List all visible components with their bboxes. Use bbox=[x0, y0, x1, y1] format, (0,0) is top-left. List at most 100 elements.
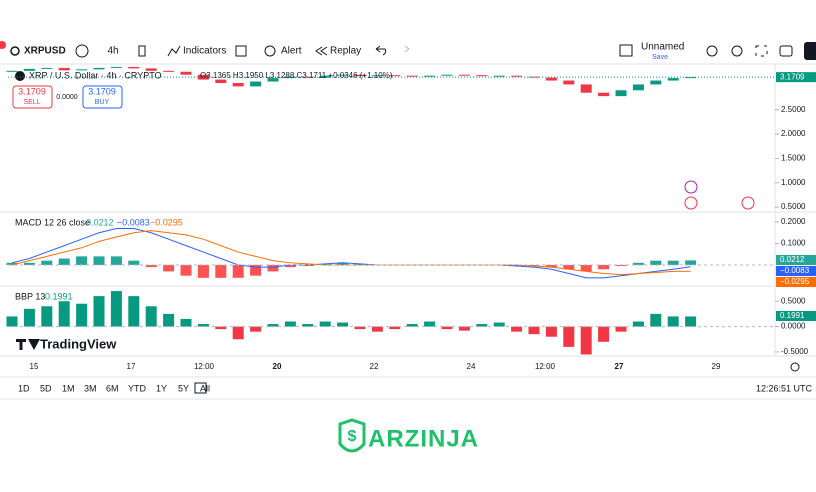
macd-axis-label-box bbox=[776, 255, 816, 265]
histogram-bar bbox=[354, 263, 366, 265]
histogram-bar bbox=[58, 301, 70, 327]
histogram-bar bbox=[354, 326, 366, 330]
quick-search[interactable] bbox=[706, 45, 718, 57]
histogram-bar bbox=[580, 326, 592, 355]
add-symbol[interactable] bbox=[75, 44, 89, 58]
histogram-bar bbox=[302, 324, 314, 327]
candle-body bbox=[58, 67, 70, 71]
templates-icon[interactable] bbox=[235, 45, 247, 57]
replay-button[interactable]: Replay bbox=[330, 46, 361, 57]
histogram-bar bbox=[145, 306, 157, 327]
buy-price[interactable]: 3.1709 bbox=[88, 86, 116, 96]
range-button[interactable]: 5D bbox=[40, 383, 52, 393]
layout-name[interactable]: Unnamed bbox=[641, 42, 684, 53]
histogram-bar bbox=[197, 264, 209, 278]
spread: 0.0000 bbox=[56, 94, 78, 101]
histogram-bar bbox=[284, 264, 296, 268]
legend-ohlc: O3.1365 H3.1950 L3.1288 C3.1711 +0.0346 … bbox=[200, 71, 393, 80]
snapshot[interactable] bbox=[779, 45, 793, 57]
histogram-bar bbox=[632, 262, 644, 265]
layout-icon[interactable] bbox=[619, 44, 633, 57]
search-icon[interactable] bbox=[10, 46, 20, 56]
histogram-bar bbox=[563, 264, 575, 270]
y-tick-label: 2.5000 bbox=[781, 105, 806, 114]
economic-event[interactable] bbox=[741, 196, 755, 210]
candle-body bbox=[371, 75, 383, 77]
macd-axis-label-box bbox=[776, 266, 816, 276]
bbp-axis-label-box bbox=[776, 311, 816, 321]
histogram-bar bbox=[337, 262, 349, 265]
event-icon[interactable] bbox=[684, 180, 698, 194]
histogram-bar bbox=[93, 256, 105, 265]
candle-body bbox=[598, 92, 610, 97]
range-button[interactable]: YTD bbox=[128, 383, 147, 393]
tradingview-logo bbox=[16, 339, 40, 350]
candle-body bbox=[215, 79, 227, 83]
settings[interactable] bbox=[731, 45, 743, 57]
histogram-bar bbox=[250, 264, 262, 276]
histogram-bar bbox=[93, 296, 105, 327]
range-button[interactable]: All bbox=[200, 383, 210, 393]
histogram-bar bbox=[23, 262, 35, 265]
last-price-label: 3.1709 bbox=[780, 72, 805, 81]
histogram-bar bbox=[128, 296, 140, 327]
symbol-logo bbox=[15, 71, 25, 81]
range-button[interactable]: 3M bbox=[84, 383, 97, 393]
range-button[interactable]: 1Y bbox=[156, 383, 167, 393]
histogram-bar bbox=[128, 260, 140, 265]
candle-body bbox=[650, 80, 662, 85]
axis-settings[interactable] bbox=[790, 362, 800, 372]
x-tick-label: 29 bbox=[712, 362, 721, 371]
candle-body bbox=[145, 68, 157, 71]
economic-event[interactable] bbox=[684, 196, 698, 210]
histogram-bar bbox=[685, 316, 697, 327]
candle-body bbox=[441, 74, 453, 76]
arzinja-wordmark: ARZINJA bbox=[368, 425, 479, 452]
y-tick-label: 0.1000 bbox=[781, 239, 806, 248]
histogram-bar bbox=[424, 321, 436, 327]
undo[interactable] bbox=[375, 45, 387, 56]
histogram-bar bbox=[511, 264, 523, 267]
range-button[interactable]: 5Y bbox=[178, 383, 189, 393]
histogram-bar bbox=[58, 258, 70, 265]
histogram-bar bbox=[371, 326, 383, 332]
histogram-bar bbox=[215, 326, 227, 330]
buy-button[interactable] bbox=[82, 85, 123, 109]
buy-label[interactable]: BUY bbox=[95, 99, 110, 106]
redo[interactable] bbox=[404, 45, 410, 53]
replay-icon[interactable] bbox=[315, 46, 328, 56]
bottom-bar: 1D 5D 1M 3M 6M YTD 1Y 5Y All bbox=[18, 383, 210, 393]
last-price-label-box bbox=[776, 72, 816, 83]
date-range-icon[interactable] bbox=[194, 382, 207, 394]
candle-body bbox=[23, 68, 35, 71]
tradingview-wordmark: TradingView bbox=[40, 336, 117, 351]
fullscreen[interactable] bbox=[755, 45, 768, 57]
candle-body bbox=[110, 66, 122, 68]
histogram-bar bbox=[267, 264, 279, 272]
sell-label[interactable]: SELL bbox=[23, 99, 40, 106]
range-button[interactable]: 1D bbox=[18, 383, 30, 393]
histogram-bar bbox=[441, 326, 453, 330]
histogram-bar bbox=[337, 322, 349, 327]
x-tick-label: 24 bbox=[467, 362, 476, 371]
save-label[interactable]: Save bbox=[652, 54, 668, 61]
alert-button[interactable]: Alert bbox=[281, 46, 302, 57]
candle-body bbox=[458, 74, 470, 76]
symbol[interactable]: XRPUSD bbox=[24, 46, 66, 57]
candle-body bbox=[406, 75, 418, 77]
candle-body bbox=[267, 78, 279, 82]
histogram-bar bbox=[528, 264, 540, 267]
chart-type-icon[interactable] bbox=[138, 45, 146, 57]
histogram-bar bbox=[580, 264, 592, 272]
indicators-button[interactable]: Indicators bbox=[183, 46, 226, 57]
interval[interactable]: 4h bbox=[107, 46, 118, 57]
indicators-icon[interactable] bbox=[167, 45, 181, 57]
range-button[interactable]: 1M bbox=[62, 383, 75, 393]
sell-button[interactable] bbox=[12, 85, 53, 109]
histogram-bar bbox=[232, 264, 244, 278]
range-button[interactable]: 6M bbox=[106, 383, 119, 393]
alert-icon[interactable] bbox=[264, 45, 276, 57]
histogram-bar bbox=[685, 260, 697, 265]
sell-price[interactable]: 3.1709 bbox=[18, 86, 46, 96]
publish-button[interactable] bbox=[804, 42, 816, 60]
